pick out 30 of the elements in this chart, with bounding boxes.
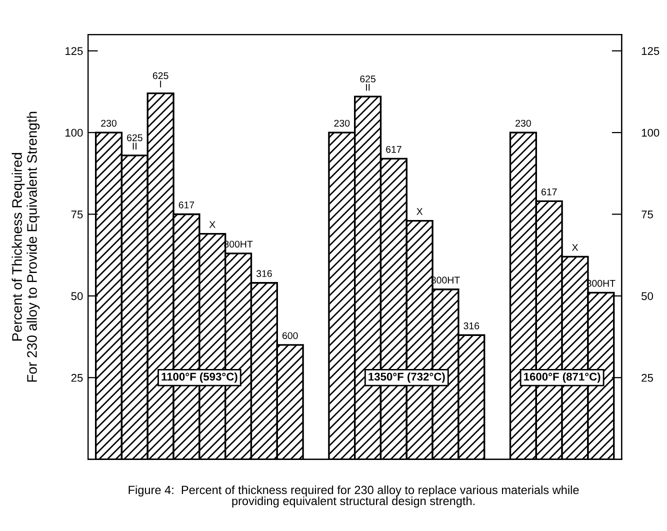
x-tick-label: X <box>572 244 578 251</box>
annotation: 1350°F (732°C) <box>368 372 445 383</box>
y2-tick-label: 100 <box>642 128 660 137</box>
y-tick-label: 25 <box>71 374 83 382</box>
x-tick-label: X <box>416 208 423 215</box>
caption: Figure 4: Percent of thickness required for 230 alloy to replace various materials while providing equivalent structural design strength. <box>128 485 579 508</box>
y-axis-title: Percent of Thickness Required For 230 alloy to Provide Equivalent Strength <box>12 112 40 382</box>
x-tick-label: 617 <box>542 188 557 196</box>
x-tick-label: 625 II <box>360 76 376 91</box>
y-tick-label: 100 <box>65 128 83 137</box>
y2-tick-label: 50 <box>642 292 654 300</box>
y2-tick-label: 125 <box>642 47 660 55</box>
y2-tick-label: 25 <box>642 374 653 382</box>
x-tick-label: 617 <box>386 146 402 153</box>
x-tick-label: 625 II <box>127 134 142 150</box>
x-tick-label: 230 <box>516 120 531 127</box>
annotation: 1100°F (593°C) <box>162 372 238 383</box>
x-tick-label: 230 <box>334 120 350 127</box>
x-tick-label: 625 I <box>152 72 168 88</box>
x-tick-label: 316 <box>256 270 272 278</box>
y-tick-label: 50 <box>71 292 83 300</box>
y-tick-label: 125 <box>65 47 83 55</box>
x-tick-label: X <box>209 221 216 228</box>
x-tick-label: 316 <box>464 322 480 330</box>
x-tick-label: 617 <box>178 202 194 208</box>
annotation: 1600°F (871°C) <box>524 372 600 383</box>
y-tick-label: 75 <box>71 210 83 218</box>
y2-tick-label: 75 <box>642 210 653 218</box>
x-tick-label: 600 <box>282 332 298 340</box>
x-tick-label: 230 <box>101 120 116 127</box>
